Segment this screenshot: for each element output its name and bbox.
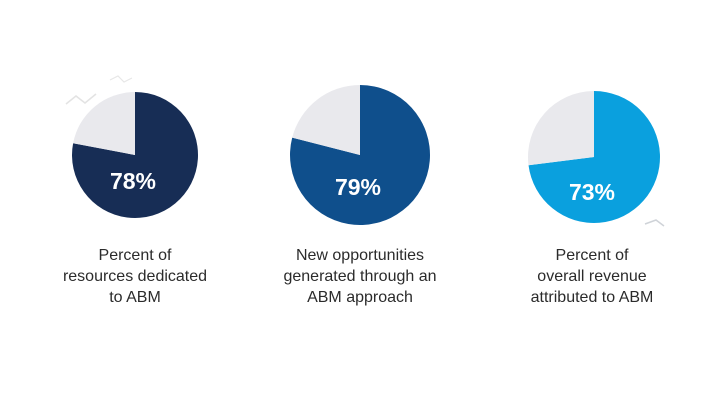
pie-1-slice-2	[73, 92, 135, 155]
pie-2-caption-line-3: ABM approach	[307, 289, 413, 306]
pie-1-caption: Percent of resources dedicated to ABM	[25, 245, 245, 308]
pie-3-caption: Percent of overall revenue attributed to…	[482, 245, 702, 308]
pie-3-percent-label: 73%	[569, 179, 615, 205]
pie-card-3: 73% Percent of overall revenue attribute…	[482, 85, 702, 325]
pie-card-2: 79% New opportunities generated through …	[250, 85, 470, 325]
pie-2-caption-line-1: New opportunities	[295, 247, 425, 264]
pie-2-slices	[290, 85, 431, 225]
pie-chart-1: 78%	[72, 92, 199, 218]
pie-1-slice-1	[72, 92, 199, 218]
pie-2-slice-1	[290, 85, 431, 225]
pie-card-1: 78% Percent of resources dedicated to AB…	[25, 85, 245, 325]
pie-1-caption-line-1: Percent of	[98, 247, 172, 264]
pie-3-caption-line-2: overall revenue	[537, 268, 647, 285]
pie-2-caption: New opportunities generated through an A…	[250, 245, 470, 308]
pie-3-slice-2	[527, 91, 594, 166]
pie-2-caption-line-2: generated through an	[283, 268, 437, 285]
pie-1-caption-line-2: resources dedicated	[62, 268, 208, 285]
pie-3-caption-line-3: attributed to ABM	[530, 289, 654, 306]
pie-1-caption-line-3: to ABM	[109, 289, 161, 306]
pie-2-slice-2	[292, 85, 360, 155]
pie-chart-2: 79%	[290, 85, 431, 225]
pie-chart-3: 73%	[527, 91, 660, 223]
pie-3-slice-1	[528, 91, 660, 223]
pie-2-percent-label: 79%	[335, 174, 381, 200]
pie-1-slices	[72, 92, 199, 218]
pie-3-caption-line-1: Percent of	[555, 247, 629, 264]
pie-1-percent-label: 78%	[110, 168, 156, 194]
pie-3-slices	[527, 91, 660, 223]
